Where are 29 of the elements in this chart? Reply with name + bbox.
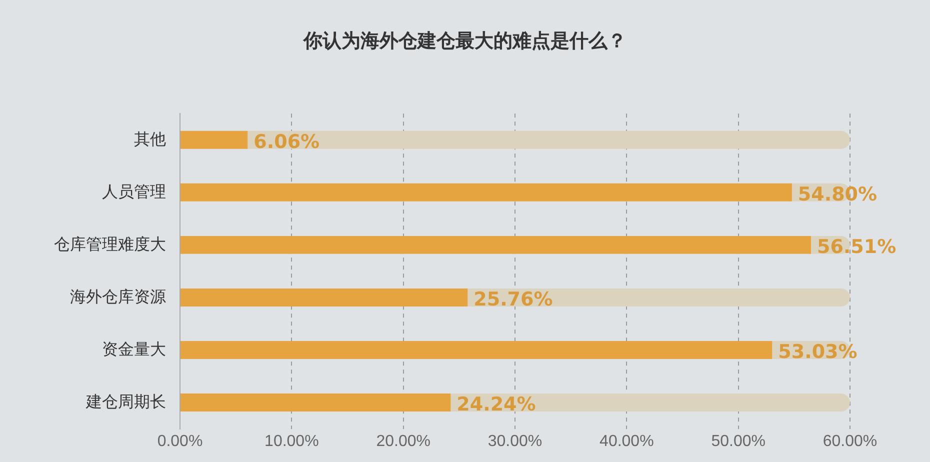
data-label: 24.24% — [456, 393, 536, 416]
x-tick-label: 20.00% — [376, 432, 430, 450]
y-tick-label: 资金量大 — [102, 340, 166, 358]
x-tick-label: 60.00% — [822, 432, 878, 450]
data-label: 6.06% — [254, 130, 320, 153]
bar — [468, 288, 850, 306]
x-tick-label: 30.00% — [488, 432, 542, 450]
bar — [180, 394, 451, 412]
y-tick-label: 其他 — [134, 130, 166, 148]
bar — [248, 130, 850, 149]
data-label: 53.03% — [778, 340, 858, 363]
x-tick-label: 40.00% — [600, 432, 654, 450]
chart-title: 你认为海外仓建仓最大的难点是什么？ — [302, 29, 628, 54]
y-tick-label: 人员管理 — [102, 184, 166, 201]
y-tick-label: 海外仓库资源 — [70, 288, 166, 306]
bar — [180, 288, 468, 306]
x-tick-label: 10.00% — [264, 432, 319, 450]
data-label: 56.51% — [817, 236, 896, 258]
x-tick-label: 0.00% — [157, 432, 203, 450]
y-tick-label: 建仓周期长 — [85, 392, 166, 411]
bar — [180, 341, 772, 359]
bar — [450, 394, 850, 412]
y-tick-label: 仓库管理难度大 — [54, 235, 166, 254]
bar — [180, 236, 812, 254]
bar — [180, 130, 248, 149]
bar — [180, 183, 792, 202]
x-tick-label: 50.00% — [711, 432, 766, 450]
data-label: 54.80% — [798, 183, 878, 206]
data-label: 25.76% — [474, 288, 553, 310]
